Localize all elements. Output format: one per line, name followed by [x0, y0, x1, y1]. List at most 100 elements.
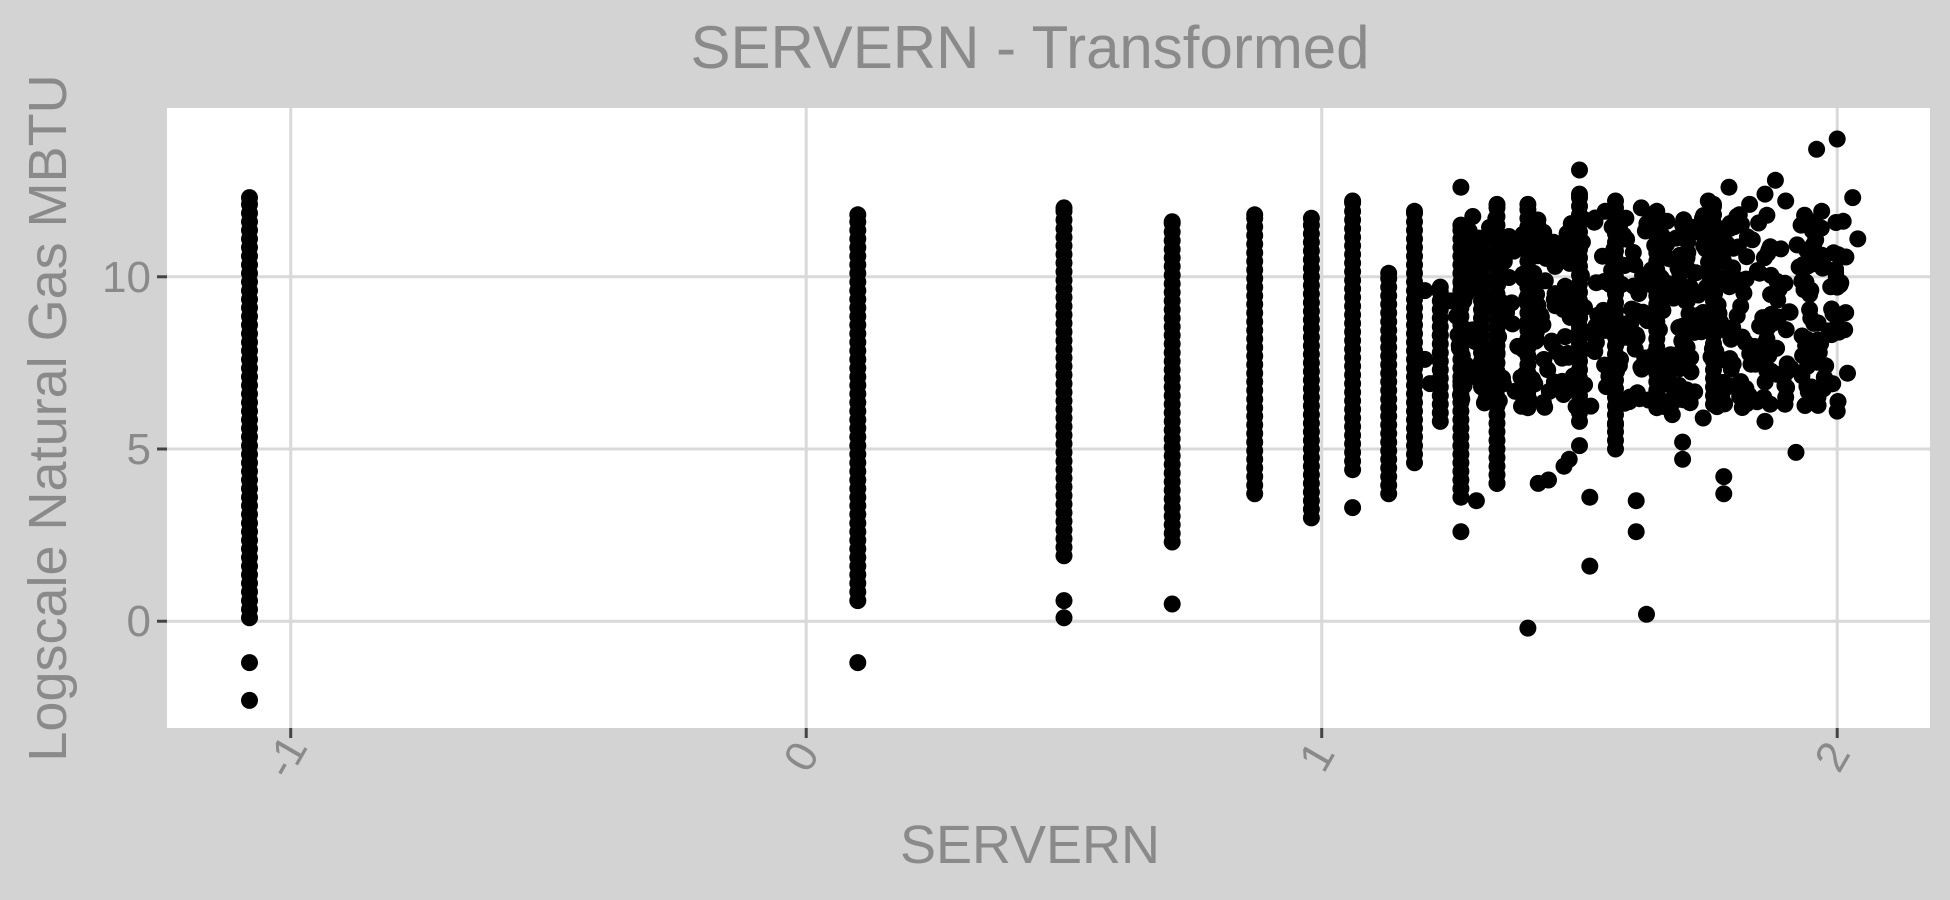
data-point: [1646, 236, 1664, 254]
data-point: [1777, 388, 1795, 406]
data-point: [1801, 301, 1819, 319]
data-point: [1761, 395, 1779, 413]
y-axis-label: Logscale Natural Gas MBTU: [18, 74, 78, 761]
data-point: [1545, 233, 1563, 251]
data-point: [1827, 260, 1845, 278]
data-point: [1163, 595, 1181, 613]
data-point: [1741, 195, 1759, 213]
data-point: [241, 654, 258, 672]
data-point: [1246, 206, 1264, 224]
data-point: [1706, 221, 1724, 239]
data-point: [1344, 192, 1362, 210]
data-point: [1782, 360, 1800, 378]
data-point: [1561, 254, 1579, 272]
data-point: [1504, 315, 1521, 333]
data-point: [1471, 274, 1489, 292]
data-point: [1607, 222, 1625, 240]
data-point: [1812, 335, 1830, 353]
data-point: [1522, 278, 1539, 296]
data-point: [241, 189, 258, 207]
data-point: [1571, 185, 1588, 203]
data-point: [1607, 416, 1624, 434]
data-point: [1477, 345, 1495, 363]
data-point: [1708, 351, 1726, 369]
data-point: [1514, 341, 1532, 358]
data-point: [1689, 223, 1707, 241]
data-point: [1699, 192, 1717, 210]
data-point: [1554, 300, 1572, 318]
data-point: [849, 206, 867, 224]
data-point: [1055, 199, 1073, 217]
data-point: [1724, 319, 1742, 337]
data-point: [1534, 247, 1552, 265]
data-point: [1576, 299, 1593, 316]
data-point: [1488, 195, 1506, 213]
data-point: [1675, 327, 1693, 345]
data-point: [1708, 388, 1726, 406]
data-point: [1761, 238, 1779, 256]
data-point: [1757, 342, 1775, 360]
data-point: [1601, 276, 1619, 294]
data-point: [1805, 314, 1823, 332]
data-point: [1489, 275, 1507, 293]
data-point: [1555, 386, 1572, 403]
data-point: [1517, 365, 1535, 382]
data-point: [1586, 343, 1604, 360]
y-tick-label: 10: [102, 253, 151, 302]
data-point: [1695, 314, 1713, 332]
x-tick-label: 2: [1805, 734, 1860, 780]
data-point: [1808, 392, 1826, 410]
data-point: [1457, 356, 1475, 374]
data-point: [1777, 192, 1795, 210]
data-point: [1452, 337, 1469, 355]
data-point: [1711, 313, 1729, 331]
data-point: [1163, 213, 1181, 231]
data-point: [1572, 234, 1590, 252]
data-point: [1452, 178, 1470, 196]
data-point: [1674, 450, 1692, 468]
data-point: [1802, 378, 1820, 396]
data-point: [1686, 383, 1704, 401]
data-point: [1700, 253, 1717, 271]
data-point: [1055, 592, 1073, 610]
data-point: [1416, 282, 1434, 300]
data-point: [1770, 280, 1788, 298]
data-point: [1733, 399, 1751, 416]
data-point: [1416, 350, 1434, 368]
x-axis-label: SERVERN: [900, 815, 1160, 875]
data-point: [1801, 285, 1819, 303]
data-point: [849, 654, 867, 672]
x-tick-label: -1: [255, 728, 317, 786]
data-point: [1581, 557, 1599, 575]
data-point: [1738, 228, 1756, 246]
data-point: [1750, 214, 1768, 232]
data-point: [1442, 292, 1460, 310]
data-point: [1813, 202, 1831, 220]
chart-title: SERVERN - Transformed: [690, 14, 1369, 81]
data-point: [1556, 328, 1574, 346]
data-point: [1694, 209, 1711, 227]
y-tick-label: 5: [127, 425, 151, 474]
data-point: [241, 691, 258, 709]
data-point: [1527, 328, 1545, 345]
data-point: [1302, 209, 1320, 227]
data-point: [1406, 202, 1423, 220]
data-point: [1519, 195, 1537, 213]
data-point: [1828, 402, 1846, 420]
data-point: [1735, 284, 1753, 302]
data-point: [1490, 328, 1508, 346]
data-point: [1564, 367, 1582, 385]
data-point: [1827, 214, 1845, 231]
data-point: [1617, 209, 1635, 227]
data-point: [1627, 302, 1645, 320]
data-point: [1627, 326, 1645, 344]
data-point: [1623, 255, 1641, 273]
data-point: [1694, 409, 1712, 427]
data-points: [241, 130, 1867, 709]
data-point: [1715, 468, 1733, 486]
data-point: [1670, 345, 1688, 363]
data-point: [1830, 323, 1848, 341]
data-point: [1636, 222, 1654, 240]
data-point: [1452, 523, 1470, 541]
data-point: [1431, 278, 1449, 296]
